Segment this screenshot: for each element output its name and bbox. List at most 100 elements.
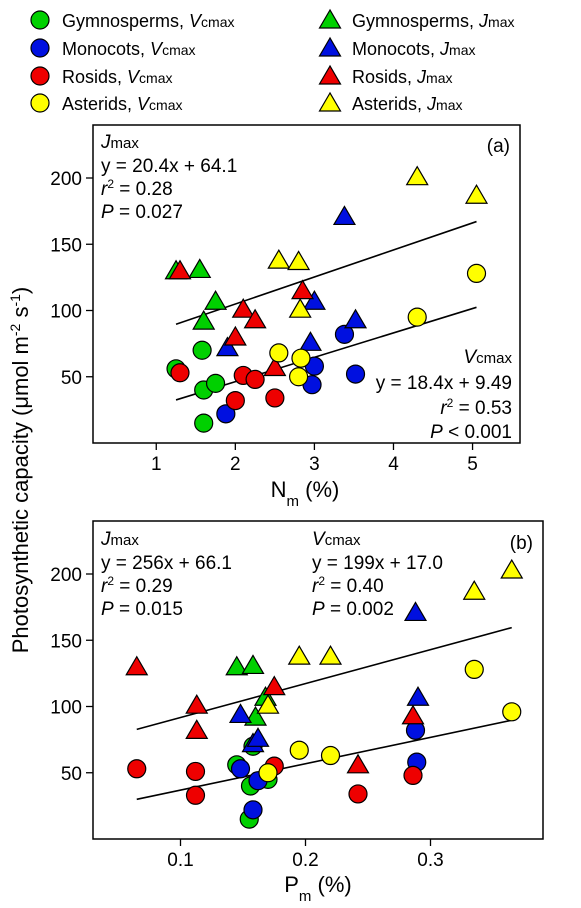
legend-label-4: Rosids, Vcmax <box>62 67 173 87</box>
panel-a-point-asterids-triangle <box>287 250 311 271</box>
panel-a-y-tick-label: 100 <box>50 302 82 323</box>
panel-a-point-asterids-triangle <box>405 165 429 186</box>
panel-a-x-tick-label: 4 <box>388 454 399 475</box>
panel-a-vcmax-title: Vcmax <box>463 347 512 368</box>
panel-b-point-rosids-triangle <box>125 655 149 676</box>
panel-b-y-tick-label: 200 <box>50 565 82 586</box>
panel-a-fit-lines <box>175 220 477 401</box>
panel-b-x-tick-label: 0.1 <box>167 850 193 871</box>
panel-b-tag: (b) <box>510 533 533 554</box>
panel-b-vcmax-equation: y = 199x + 17.0 <box>312 553 443 574</box>
panel-a-point-asterids-triangle <box>288 297 312 318</box>
panel-a-x-tick-label: 5 <box>467 454 478 475</box>
panel-a: 1 2 3 4 5 50 100 150 200 (a) Jmax y = 20.4x + 64… <box>50 124 521 510</box>
panel-b-frame <box>92 520 544 840</box>
panel-a-jmax-equation: y = 20.4x + 64.1 <box>101 156 237 177</box>
panel-b-point-rosids-triangle <box>185 693 209 714</box>
panel-a-point-asterids-circle <box>269 343 289 363</box>
panel-a-point-gymnosperms-triangle <box>188 258 212 279</box>
panel-b-point-asterids-triangle <box>256 693 280 714</box>
panel-b-point-rosids-triangle <box>346 753 370 774</box>
panel-a-point-monocots-triangle <box>302 290 326 310</box>
panel-a-point-gymnosperms-triangle <box>192 309 216 330</box>
panel-a-x-tick-label: 3 <box>309 454 320 475</box>
panel-a-point-monocots-circle <box>216 404 236 424</box>
panel-a-x-tick-label: 1 <box>151 454 162 475</box>
panel-b-point-asterids-circle <box>464 659 484 680</box>
panel-a-point-rosids-triangle <box>291 279 315 300</box>
legend-marker-6 <box>30 93 50 113</box>
panel-b-y-tick-label: 50 <box>61 764 82 785</box>
panel-a-point-monocots-circle <box>334 324 355 344</box>
panel-a-points <box>164 165 489 433</box>
legend-marker-3 <box>318 36 342 57</box>
panel-a-point-rosids-triangle <box>231 297 255 318</box>
panel-a-jmax-stats: Jmax y = 20.4x + 64.1 r2 = 0.28 P = 0.02… <box>100 132 237 223</box>
panel-b-ticks: 0.1 0.2 0.3 50 100 150 200 <box>50 565 443 871</box>
panel-b-point-monocots-circle <box>230 759 251 779</box>
panel-a-jmax-r2: r2 = 0.28 <box>101 177 173 200</box>
panel-b-vcmax-p: P = 0.002 <box>312 599 394 620</box>
panel-a-jmax-p: P = 0.027 <box>101 202 183 223</box>
panel-b: 0.1 0.2 0.3 50 100 150 200 (b) Jmax y = 256x +… <box>50 520 544 905</box>
panel-b-point-rosids-circle <box>185 785 206 805</box>
panel-b-point-monocots-triangle <box>228 703 253 724</box>
panel-b-point-rosids-circle <box>185 761 206 782</box>
legend-label-3: Monocots, Jmax <box>352 39 476 59</box>
panel-a-point-rosids-circle <box>225 391 245 411</box>
panel-a-point-monocots-circle <box>345 364 366 384</box>
panel-b-point-asterids-circle <box>258 763 278 783</box>
panel-b-jmax-p: P = 0.015 <box>101 599 183 620</box>
panel-b-jmax-title: Jmax <box>100 529 139 550</box>
panel-a-jmax-title: Jmax <box>100 132 139 153</box>
panel-b-point-asterids-triangle <box>318 644 343 665</box>
panel-a-point-rosids-triangle <box>168 259 192 280</box>
panel-a-point-rosids-triangle <box>243 308 267 329</box>
legend-label-2: Monocots, Vcmax <box>62 39 196 59</box>
panel-b-point-monocots-triangle <box>406 686 430 706</box>
panel-b-point-monocots-circle <box>243 800 263 820</box>
legend-label-0: Gymnosperms, Vcmax <box>62 11 235 31</box>
panel-a-point-monocots-triangle <box>298 331 322 351</box>
panel-a-y-tick-label: 150 <box>50 235 82 256</box>
panel-a-point-gymnosperms-circle <box>192 340 212 360</box>
legend-marker-5 <box>318 64 342 85</box>
legend-marker-0 <box>30 10 50 30</box>
panel-a-point-gymnosperms-circle <box>205 373 226 393</box>
legend-marker-1 <box>318 8 342 29</box>
panel-b-x-tick-label: 0.3 <box>417 850 443 871</box>
legend-marker-2 <box>30 38 50 58</box>
panel-a-fit-line-jmax <box>175 220 477 326</box>
panel-a-point-asterids-triangle <box>267 248 291 269</box>
panel-b-point-rosids-circle <box>348 784 368 804</box>
legend-marker-4 <box>30 66 50 86</box>
panel-b-point-rosids-circle <box>403 765 423 786</box>
legend-label-5: Rosids, Jmax <box>352 67 452 87</box>
panel-a-point-rosids-triangle <box>223 325 247 346</box>
panel-b-point-rosids-triangle <box>185 719 209 739</box>
panel-a-tag: (a) <box>487 136 510 157</box>
panel-b-y-tick-label: 150 <box>50 631 82 652</box>
panel-b-point-asterids-triangle <box>500 558 524 579</box>
panel-b-jmax-stats: Jmax y = 256x + 66.1 r2 = 0.29 P = 0.015 <box>100 529 232 620</box>
panel-b-point-monocots-triangle <box>246 727 270 747</box>
panel-b-point-rosids-circle <box>127 759 147 779</box>
panel-b-point-rosids-triangle <box>262 675 286 696</box>
panel-b-jmax-equation: y = 256x + 66.1 <box>101 553 232 574</box>
panel-a-point-rosids-triangle <box>263 356 287 377</box>
panel-a-y-tick-label: 50 <box>61 368 82 389</box>
panel-a-frame <box>92 124 521 444</box>
panel-a-y-tick-label: 200 <box>50 169 82 190</box>
panel-b-fit-line-jmax <box>136 626 512 731</box>
panel-b-vcmax-title: Vcmax <box>312 529 361 550</box>
panel-a-point-asterids-circle <box>466 263 487 283</box>
panel-b-point-rosids-triangle <box>401 704 425 725</box>
panel-a-point-asterids-triangle <box>464 184 489 204</box>
panel-a-point-gymnosperms-circle <box>194 413 214 433</box>
panel-a-fit-line-vcmax <box>175 306 477 401</box>
panel-a-ticks: 1 2 3 4 5 50 100 150 200 <box>50 169 478 475</box>
legend-label-6: Asterids, Vcmax <box>62 94 183 114</box>
panel-a-point-asterids-circle <box>407 307 427 327</box>
legend-label-7: Asterids, Jmax <box>352 94 462 114</box>
